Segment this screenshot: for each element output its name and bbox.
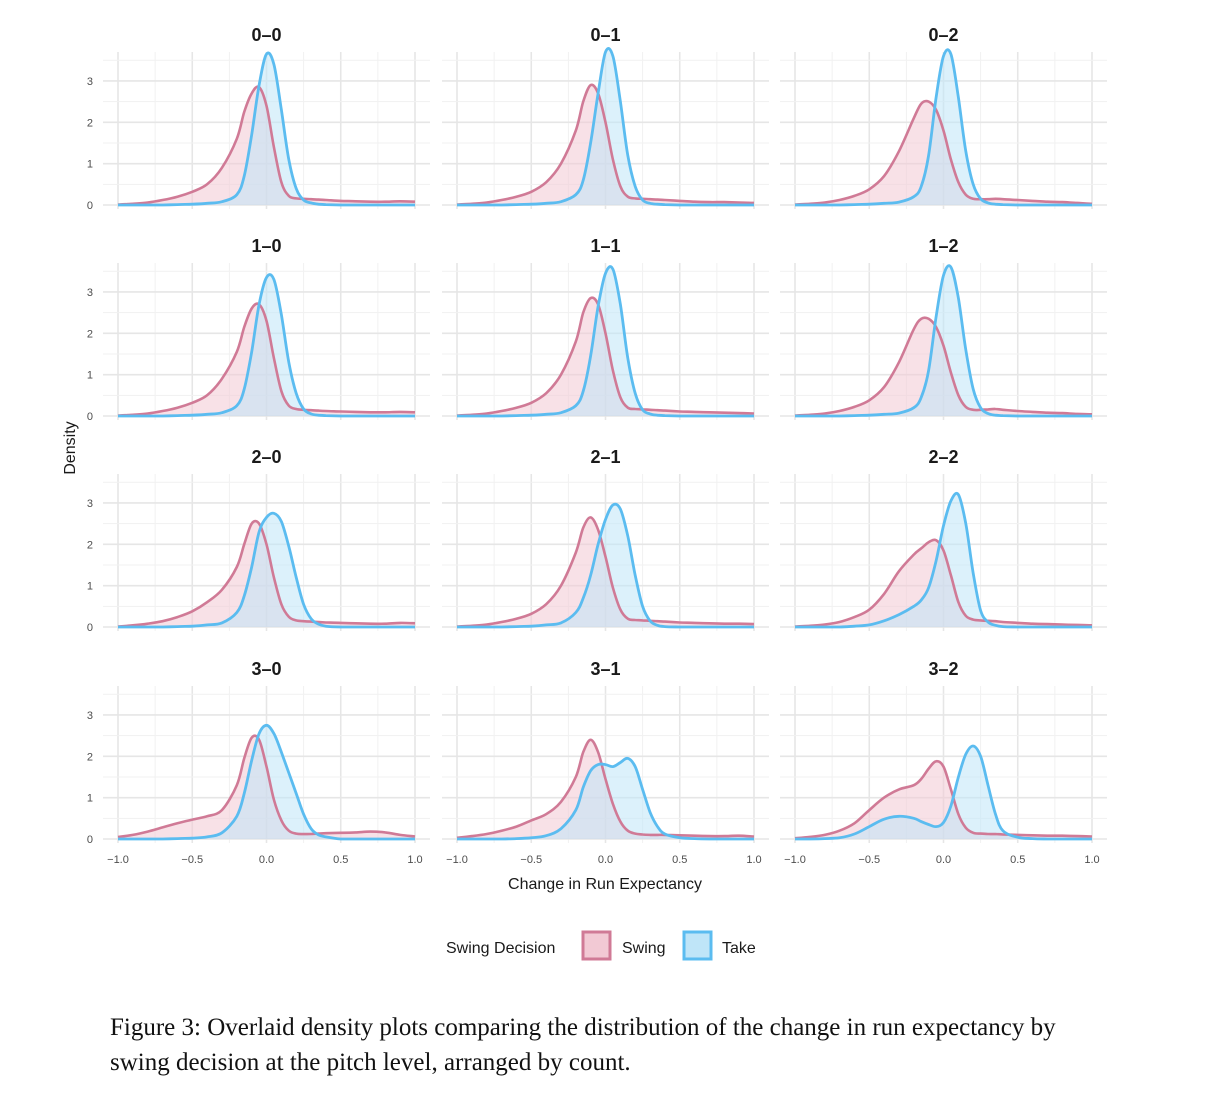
x-tick-label: 0.0 xyxy=(936,854,951,866)
figure-caption: Figure 3: Overlaid density plots compari… xyxy=(110,1014,1056,1076)
swing-density-line xyxy=(117,519,416,628)
legend-title: Swing Decision xyxy=(446,940,555,957)
y-tick-label: 3 xyxy=(87,710,93,722)
take-density-line xyxy=(457,47,754,207)
x-tick-label: 0.0 xyxy=(259,854,274,866)
take-density-line xyxy=(795,744,1092,841)
x-tick-label: 0.5 xyxy=(672,854,687,866)
panel-title: 3–2 xyxy=(928,659,958,679)
take-density-line xyxy=(456,265,754,418)
take-density-area xyxy=(457,504,754,627)
panel-title: 1–1 xyxy=(590,236,620,256)
x-tick-label: 0.5 xyxy=(333,854,348,866)
y-tick-label: 0 xyxy=(87,622,93,634)
facet-panel: 2–0 0 1 2 3 xyxy=(87,447,430,634)
facet-panel: 1–2 xyxy=(780,236,1107,420)
swing-density-line xyxy=(794,759,1093,840)
swing-density-line xyxy=(794,99,1093,206)
swing-density-line xyxy=(456,83,755,206)
swing-density-line xyxy=(117,734,416,839)
panel-title: 0–1 xyxy=(590,25,620,45)
x-tick-label: −0.5 xyxy=(181,854,203,866)
take-density-area xyxy=(118,725,415,839)
x-axis-label: Change in Run Expectancy xyxy=(508,876,702,893)
y-axis-label: Density xyxy=(62,421,79,474)
x-tick-label: 0.0 xyxy=(598,854,613,866)
panel-title: 1–0 xyxy=(251,236,281,256)
panel-title: 1–2 xyxy=(928,236,958,256)
y-tick-label: 2 xyxy=(87,751,93,763)
panel-title: 2–1 xyxy=(590,447,620,467)
swing-legend-label: Swing xyxy=(622,940,666,957)
legend: Swing Decision Swing Take xyxy=(446,930,756,961)
swing-density-line xyxy=(117,302,416,417)
take-density-area xyxy=(457,758,754,839)
take-legend-label: Take xyxy=(722,940,756,957)
swing-density-line xyxy=(456,296,755,417)
take-density-line xyxy=(457,502,754,629)
facet-panel: 2–1 xyxy=(442,447,769,631)
take-density-line xyxy=(118,511,415,629)
y-tick-label: 2 xyxy=(87,539,93,551)
x-tick-label: −1.0 xyxy=(107,854,129,866)
x-tick-label: −1.0 xyxy=(446,854,468,866)
y-tick-label: 1 xyxy=(87,581,93,593)
facet-panel: 3–1 −1.0 −0.5 0.0 0.5 1.0 xyxy=(442,659,769,866)
take-density-line xyxy=(794,264,1092,418)
facet-panel: 1–1 xyxy=(442,236,769,420)
take-density-line xyxy=(795,491,1092,629)
panel-title: 2–2 xyxy=(928,447,958,467)
facet-panel: 2–2 xyxy=(780,447,1107,631)
y-tick-label: 3 xyxy=(87,498,93,510)
take-density-line xyxy=(118,723,415,841)
take-density-area xyxy=(118,52,415,206)
facet-panel: 0–2 xyxy=(780,25,1107,209)
y-tick-label: 0 xyxy=(87,834,93,846)
take-density-line xyxy=(795,48,1092,207)
take-density-line xyxy=(117,273,415,418)
y-tick-label: 1 xyxy=(87,793,93,805)
facet-panel: 3–0 0 1 2 3 −1.0 −0.5 0.0 0.5 1.0 xyxy=(87,659,430,866)
facet-panel: 1–0 0 1 2 3 xyxy=(87,236,430,423)
take-density-area xyxy=(795,493,1092,627)
density-facet-figure: 0–0 0 1 2 3 0–1 0–2 1–0 0 1 2 3 1–1 1–2 2–0 0 1 2 3 2–1 2–2 3… xyxy=(62,25,1107,961)
swing-density-line xyxy=(794,316,1093,417)
facet-panel: 0–1 xyxy=(442,25,769,209)
y-tick-label: 0 xyxy=(87,411,93,423)
x-tick-label: −1.0 xyxy=(784,854,806,866)
panel-title: 0–2 xyxy=(928,25,958,45)
panel-title: 3–1 xyxy=(590,659,620,679)
panel-title: 3–0 xyxy=(251,659,281,679)
swing-legend-key xyxy=(581,930,612,961)
y-tick-label: 0 xyxy=(87,200,93,212)
take-density-line xyxy=(118,51,415,207)
swing-density-line xyxy=(794,538,1093,628)
swing-density-area xyxy=(795,761,1092,839)
y-tick-label: 1 xyxy=(87,370,93,382)
take-density-area xyxy=(118,513,415,627)
panel-title: 0–0 xyxy=(251,25,281,45)
panel-title: 2–0 xyxy=(251,447,281,467)
take-density-line xyxy=(457,756,754,841)
y-tick-label: 3 xyxy=(87,287,93,299)
take-density-area xyxy=(118,274,415,416)
x-tick-label: 1.0 xyxy=(407,854,422,866)
x-tick-label: 0.5 xyxy=(1010,854,1025,866)
facet-panel: 3–2 −1.0 −0.5 0.0 0.5 1.0 xyxy=(780,659,1107,866)
y-tick-label: 2 xyxy=(87,117,93,129)
x-tick-label: 1.0 xyxy=(746,854,761,866)
swing-density-line xyxy=(117,85,416,206)
x-tick-label: −0.5 xyxy=(520,854,542,866)
swing-density-line xyxy=(456,738,755,840)
facet-panel: 0–0 0 1 2 3 xyxy=(87,25,430,212)
take-density-area xyxy=(457,266,754,416)
x-tick-label: 1.0 xyxy=(1084,854,1099,866)
take-legend-key xyxy=(682,930,713,961)
y-tick-label: 1 xyxy=(87,159,93,171)
x-tick-label: −0.5 xyxy=(858,854,880,866)
y-tick-label: 3 xyxy=(87,76,93,88)
take-density-area xyxy=(795,265,1092,416)
swing-density-line xyxy=(456,516,755,628)
y-tick-label: 2 xyxy=(87,328,93,340)
